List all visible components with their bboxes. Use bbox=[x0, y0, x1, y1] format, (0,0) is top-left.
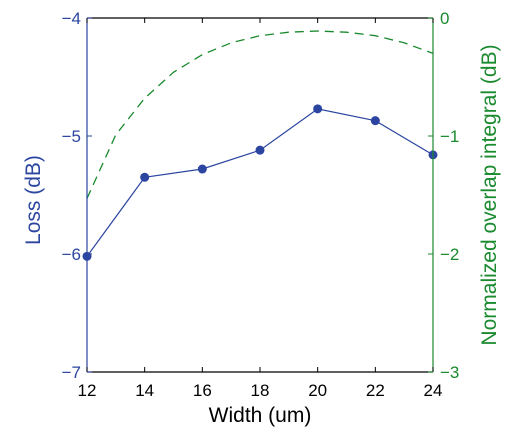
loss-data-point bbox=[313, 104, 323, 114]
right-y-tick-label: −1 bbox=[440, 127, 459, 146]
left-y-axis-title: Loss (dB) bbox=[22, 155, 45, 245]
right-y-axis-title: Normalized overlap integral (dB) bbox=[478, 44, 501, 345]
left-y-tick-label: −7 bbox=[62, 363, 81, 382]
x-tick-label: 14 bbox=[135, 381, 154, 400]
x-tick-label: 18 bbox=[251, 381, 270, 400]
loss-data-point bbox=[370, 116, 380, 126]
x-tick-label: 24 bbox=[424, 381, 443, 400]
loss-series-line bbox=[86, 108, 434, 257]
left-y-tick-label: −6 bbox=[62, 245, 81, 264]
right-y-tick-label: −2 bbox=[440, 245, 459, 264]
left-y-tick-label: −4 bbox=[62, 9, 81, 28]
loss-data-point bbox=[255, 145, 265, 155]
axes: 12 14 16 18 20 22 24 −4 −5 −6 −7 0 −1 −2 −3 bbox=[62, 9, 460, 400]
loss-data-point bbox=[197, 164, 207, 174]
x-tick-label: 12 bbox=[78, 381, 97, 400]
left-y-tick-label: −5 bbox=[62, 127, 81, 146]
x-tick-label: 22 bbox=[366, 381, 385, 400]
plot-area bbox=[82, 30, 438, 261]
right-y-tick-label: −3 bbox=[440, 363, 459, 382]
x-axis-title: Width (um) bbox=[209, 404, 312, 427]
x-tick-label: 20 bbox=[308, 381, 327, 400]
overlap-series-line bbox=[86, 30, 434, 199]
right-y-tick-label: 0 bbox=[440, 9, 449, 28]
loss-data-point bbox=[140, 172, 150, 182]
x-tick-label: 16 bbox=[193, 381, 212, 400]
